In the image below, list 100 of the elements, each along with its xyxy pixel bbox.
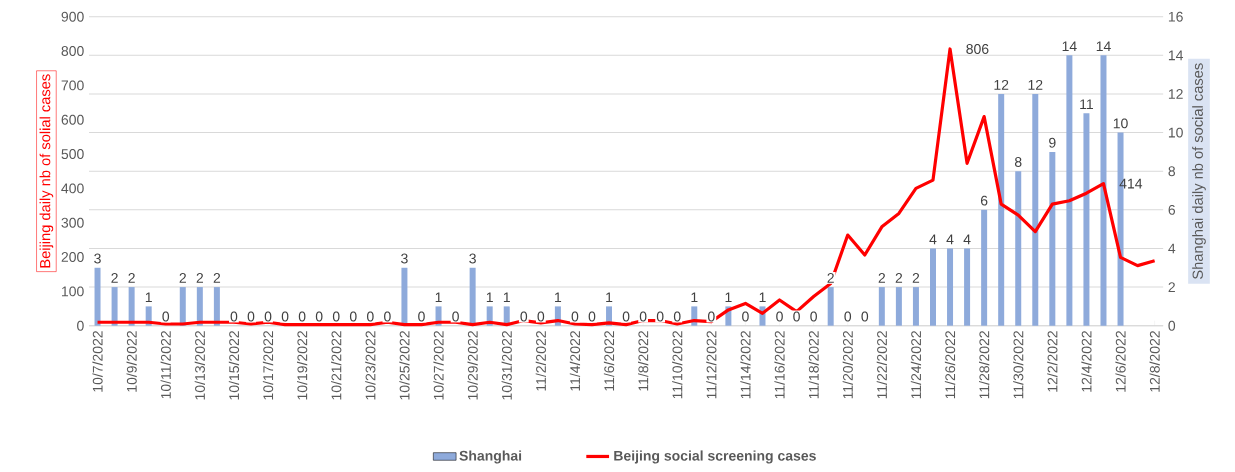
data-label: 2 xyxy=(213,273,221,283)
data-label: 0 xyxy=(230,311,238,322)
bar xyxy=(401,267,408,326)
x-tick-label: 11/26/2022 xyxy=(944,331,956,399)
data-label: 0 xyxy=(844,311,852,322)
data-label: 0 xyxy=(673,311,681,322)
x-tick-label: 10/25/2022 xyxy=(399,331,410,400)
x-tick-label: 12/6/2022 xyxy=(1115,331,1126,392)
data-label: 0 xyxy=(861,311,869,322)
data-label: 3 xyxy=(469,253,476,264)
x-tick-label: 11/24/2022 xyxy=(910,331,922,399)
x-tick-label: 11/2/2022 xyxy=(535,331,546,391)
data-label: 0 xyxy=(349,311,357,322)
data-label: 2 xyxy=(179,273,186,283)
data-label: 1 xyxy=(555,292,562,303)
data-label: 0 xyxy=(418,311,425,322)
x-tick-label: 10/13/2022 xyxy=(194,331,205,400)
y2-tick-label: 10 xyxy=(1168,127,1183,138)
x-tick-label: 10/31/2022 xyxy=(501,331,512,400)
data-label: 0 xyxy=(298,311,306,322)
x-tick-label: 10/15/2022 xyxy=(228,331,240,400)
x-tick-label: 10/27/2022 xyxy=(433,331,444,400)
x-tick-label: 11/18/2022 xyxy=(808,331,819,399)
x-tick-label: 11/14/2022 xyxy=(740,331,751,399)
data-label: 0 xyxy=(162,311,170,322)
data-label: 3 xyxy=(94,253,101,264)
y2-tick-label: 14 xyxy=(1168,50,1184,61)
x-tick-label: 11/16/2022 xyxy=(774,331,785,399)
bar xyxy=(111,287,118,326)
data-label: 0 xyxy=(332,311,340,322)
x-tick-label: 11/28/2022 xyxy=(978,331,990,399)
y2-tick-label: 0 xyxy=(1168,320,1176,331)
data-label: 2 xyxy=(111,273,118,283)
data-label: 1 xyxy=(503,292,510,303)
bar xyxy=(947,248,954,326)
data-label: 11 xyxy=(1080,99,1093,109)
bar xyxy=(1015,171,1022,326)
bar xyxy=(998,93,1005,326)
data-label: 1 xyxy=(145,292,152,303)
data-label: 2 xyxy=(912,273,920,283)
data-label: 0 xyxy=(793,311,800,322)
y-tick-label: 0 xyxy=(77,320,84,331)
x-tick-label: 12/4/2022 xyxy=(1081,331,1092,392)
y2-tick-label: 6 xyxy=(1168,204,1176,215)
data-label: 2 xyxy=(196,273,203,283)
x-tick-label: 12/8/2022 xyxy=(1149,331,1160,392)
data-label: 4 xyxy=(946,234,954,245)
data-label: 0 xyxy=(707,311,715,322)
data-label: 0 xyxy=(537,311,545,322)
data-label: 1 xyxy=(691,292,698,303)
data-label: 0 xyxy=(622,311,630,322)
data-label: 6 xyxy=(980,195,988,206)
bar xyxy=(213,287,220,326)
x-tick-label: 10/21/2022 xyxy=(331,331,342,400)
y2-axis-title: Shanghai daily nb of social cases xyxy=(1192,63,1206,279)
data-label: 0 xyxy=(384,311,391,322)
bar xyxy=(929,248,936,326)
x-tick-label: 10/19/2022 xyxy=(296,331,308,400)
y-tick-label: 100 xyxy=(62,286,84,297)
y2-tick-label: 16 xyxy=(1168,11,1183,22)
x-tick-label: 11/12/2022 xyxy=(706,331,717,399)
data-label: 806 xyxy=(966,44,989,54)
y-tick-label: 800 xyxy=(61,46,84,57)
y2-tick-label: 8 xyxy=(1168,166,1176,177)
bar xyxy=(179,287,186,326)
data-label: 0 xyxy=(810,311,817,322)
data-label: 0 xyxy=(571,311,579,322)
data-label: 12 xyxy=(1028,79,1043,90)
data-label: 4 xyxy=(963,234,971,245)
data-label: 0 xyxy=(315,311,323,322)
data-label: 1 xyxy=(759,292,766,303)
bar xyxy=(469,267,476,326)
bar xyxy=(196,287,203,326)
x-tick-label: 11/22/2022 xyxy=(876,331,887,399)
y2-tick-label: 4 xyxy=(1168,243,1176,254)
x-tick-label: 11/10/2022 xyxy=(672,331,683,399)
bar xyxy=(895,287,902,326)
data-label: 14 xyxy=(1062,41,1077,52)
data-label: 0 xyxy=(452,311,459,322)
data-label: 4 xyxy=(929,234,937,245)
data-label: 1 xyxy=(435,292,442,303)
data-label: 10 xyxy=(1113,118,1128,129)
x-tick-label: 11/4/2022 xyxy=(569,331,581,391)
data-label: 1 xyxy=(606,292,613,303)
data-label: 1 xyxy=(725,292,732,303)
bar xyxy=(128,287,135,326)
data-label: 0 xyxy=(247,311,255,322)
data-label: 2 xyxy=(827,273,834,283)
data-label: 2 xyxy=(895,273,903,283)
x-tick-label: 10/23/2022 xyxy=(365,331,376,400)
legend-label: Beijing social screening cases xyxy=(614,450,816,464)
data-label: 8 xyxy=(1014,157,1022,167)
y-tick-label: 900 xyxy=(61,11,84,22)
x-tick-label: 11/8/2022 xyxy=(637,331,649,391)
bar xyxy=(912,287,919,326)
data-label: 0 xyxy=(588,311,596,322)
data-label: 2 xyxy=(878,273,886,283)
data-label: 12 xyxy=(994,79,1009,90)
data-label: 0 xyxy=(639,311,647,322)
bar xyxy=(1083,113,1090,326)
